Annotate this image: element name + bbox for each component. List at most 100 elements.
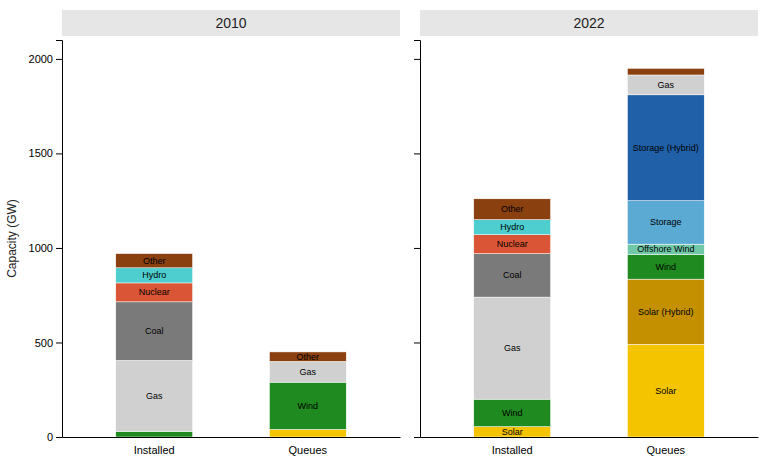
- y-axis-line: [414, 41, 421, 438]
- y-tick: 500: [35, 336, 62, 348]
- y-tick-mark: [414, 153, 420, 154]
- y-tick-mark: [414, 342, 420, 343]
- x-axis: Installed Queues: [421, 438, 759, 456]
- bar-labels: Gas Coal Nuclear Hydro Other Wind Gas Other: [139, 256, 319, 411]
- segment-label: Gas: [504, 343, 521, 353]
- bar-segment: [627, 68, 704, 75]
- segment-label: Wind: [502, 408, 523, 418]
- x-tick: Installed: [134, 444, 175, 456]
- y-tick: 2000: [29, 53, 62, 65]
- bar-segment: [474, 199, 551, 220]
- y-tick-mark: [56, 248, 62, 249]
- y-tick-mark: [414, 59, 420, 60]
- y-tick: [414, 153, 420, 154]
- x-tick-label: Queues: [647, 444, 686, 456]
- bar-segment: [474, 399, 551, 426]
- bar-segment: [116, 268, 193, 283]
- y-tick: [414, 248, 420, 249]
- y-tick: [414, 59, 420, 60]
- bar-segment: [474, 427, 551, 437]
- segment-label: Other: [501, 204, 524, 214]
- strip: [420, 10, 758, 36]
- segment-label: Coal: [503, 270, 522, 280]
- x-tick: Installed: [492, 444, 533, 456]
- y-tick: [414, 342, 420, 343]
- x-tick-label: Installed: [134, 444, 175, 456]
- segment-label: Gas: [146, 391, 163, 401]
- segment-label: Solar (Hybrid): [638, 307, 694, 317]
- segment-label: Storage: [650, 217, 682, 227]
- x-tick-label: Installed: [492, 444, 533, 456]
- segment-label: Hydro: [142, 270, 166, 280]
- bar-segment: [627, 279, 704, 344]
- segment-label: Nuclear: [139, 287, 170, 297]
- y-tick-label: 2000: [29, 53, 53, 65]
- x-axis-line: [421, 437, 759, 438]
- bar-segment: [116, 283, 193, 302]
- y-tick-mark: [56, 153, 62, 154]
- bar-labels: Solar Wind Gas Coal Nuclear Hydro Other Solar So…: [497, 80, 699, 437]
- y-tick: 1500: [29, 147, 62, 159]
- bar-segment: [116, 360, 193, 431]
- y-tick-label: 1000: [29, 242, 53, 254]
- bar-segment: [269, 352, 346, 361]
- segment-label: Solar: [655, 386, 676, 396]
- bars: [474, 68, 704, 437]
- bar-segment: [627, 255, 704, 280]
- segment-label: Storage (Hybrid): [633, 143, 699, 153]
- segment-label: Offshore Wind: [637, 244, 694, 254]
- segment-label: Solar: [502, 427, 523, 437]
- y-tick-mark: [414, 248, 420, 249]
- segment-label: Other: [143, 256, 166, 266]
- x-tick: Queues: [647, 444, 686, 456]
- y-axis-line: [56, 41, 63, 438]
- bar-segment: [116, 302, 193, 361]
- segment-label: Gas: [658, 80, 675, 90]
- strip-title: 2010: [215, 15, 246, 31]
- y-tick-label: 500: [35, 336, 53, 348]
- strip: [62, 10, 400, 36]
- bar-segment: [627, 201, 704, 244]
- x-tick: Queues: [289, 444, 328, 456]
- y-tick-mark: [56, 342, 62, 343]
- bar-segment: [627, 75, 704, 95]
- segment-label: Gas: [300, 367, 317, 377]
- bar-segment: [269, 429, 346, 437]
- panel: 2010 Gas Coal Nuclear Hydro Other Wind Gas Other…: [5, 10, 401, 456]
- y-tick-label: 1500: [29, 147, 53, 159]
- y-tick-mark: [56, 437, 62, 438]
- segment-label: Nuclear: [497, 239, 528, 249]
- bar-segment: [269, 361, 346, 382]
- chart-svg: 2010 Gas Coal Nuclear Hydro Other Wind Gas Other…: [0, 0, 770, 469]
- segment-label: Wind: [298, 401, 319, 411]
- y-tick-mark: [414, 437, 420, 438]
- y-axis: [414, 41, 421, 438]
- segment-label: Wind: [656, 262, 677, 272]
- bar-segment: [474, 220, 551, 235]
- y-tick-label: 0: [47, 431, 53, 443]
- y-tick: 1000: [29, 242, 62, 254]
- x-tick-label: Queues: [289, 444, 328, 456]
- bar-segment: [474, 297, 551, 399]
- bar-segment: [269, 382, 346, 429]
- y-axis-title: Capacity (GW): [5, 199, 19, 278]
- x-axis-line: [63, 437, 401, 438]
- segment-label: Hydro: [500, 222, 524, 232]
- segment-label: Other: [297, 352, 320, 362]
- x-axis: Installed Queues: [63, 438, 401, 456]
- segment-label: Coal: [145, 326, 164, 336]
- bar-segment: [474, 235, 551, 254]
- y-tick: 0: [47, 431, 62, 443]
- bar-segment: [627, 244, 704, 254]
- bar-segment: [627, 95, 704, 201]
- bars: [116, 254, 346, 437]
- panel: 2022SolarWindGasCoalNuclearHydroOtherSol…: [414, 10, 759, 456]
- bar-segment: [474, 254, 551, 297]
- bar-segment: [627, 344, 704, 437]
- bar-segment: [116, 254, 193, 268]
- y-axis: 0 500 1000 1500 2000: [29, 41, 63, 444]
- y-tick: [414, 437, 420, 438]
- strip-title: 2022: [573, 15, 604, 31]
- y-tick-mark: [56, 59, 62, 60]
- bar-segment: [116, 431, 193, 437]
